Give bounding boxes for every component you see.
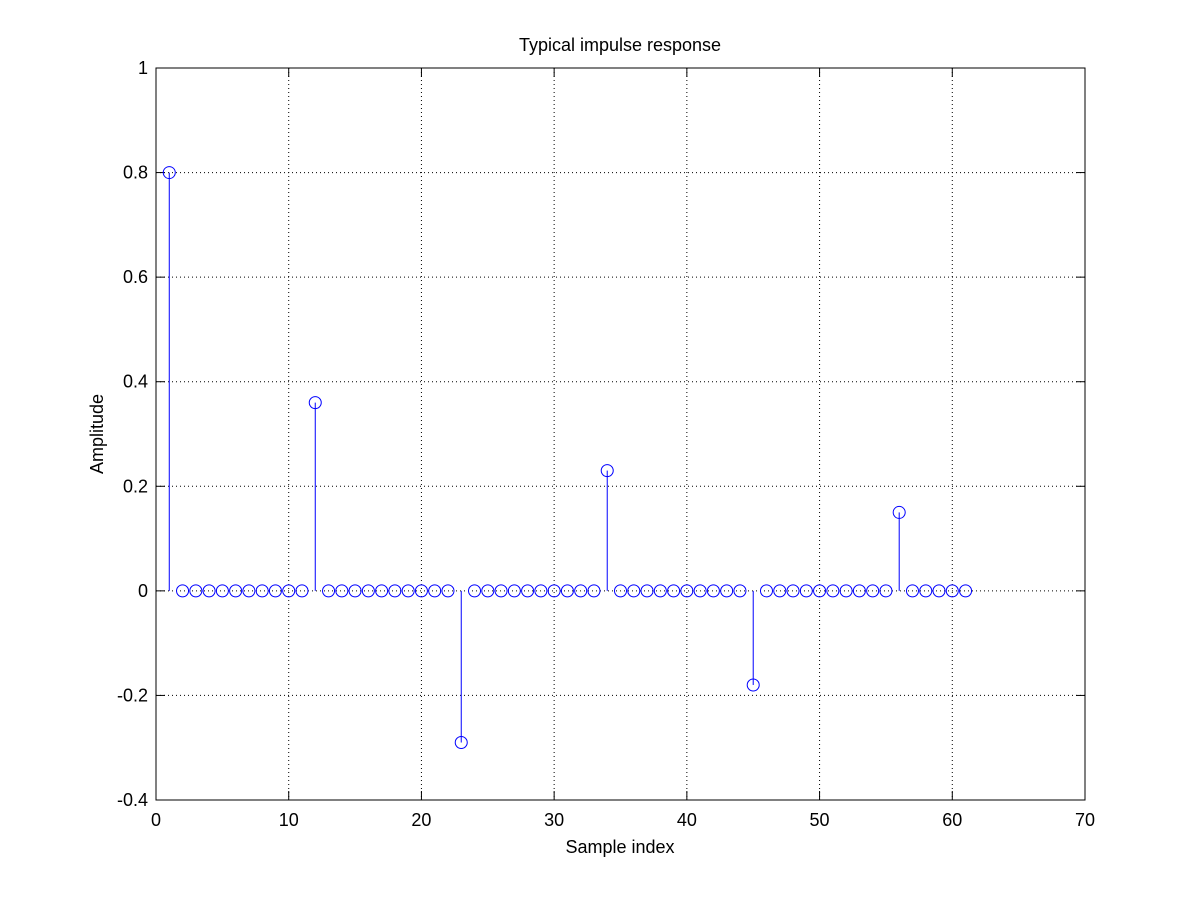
chart-title: Typical impulse response	[519, 35, 721, 55]
stem-marker	[507, 584, 521, 598]
stem-marker	[640, 584, 654, 598]
stem-marker	[560, 584, 574, 598]
x-tick-label: 10	[279, 810, 299, 830]
stem-marker	[786, 584, 800, 598]
stem-marker	[454, 735, 468, 749]
x-tick-label: 20	[411, 810, 431, 830]
y-axis-label: Amplitude	[87, 394, 107, 474]
stem-marker	[799, 584, 813, 598]
stem-marker	[375, 584, 389, 598]
stem-marker	[547, 584, 561, 598]
y-tick-label: 0.4	[123, 372, 148, 392]
stem-marker	[706, 584, 720, 598]
stem-marker	[401, 584, 415, 598]
x-tick-label: 0	[151, 810, 161, 830]
stem-marker	[176, 584, 190, 598]
x-tick-label: 30	[544, 810, 564, 830]
stem-marker	[481, 584, 495, 598]
stem-marker	[759, 584, 773, 598]
y-tick-label: 0	[138, 581, 148, 601]
stem-marker	[773, 584, 787, 598]
stem-marker	[733, 584, 747, 598]
stem-marker	[189, 584, 203, 598]
stem-marker	[905, 584, 919, 598]
stem-marker	[720, 584, 734, 598]
stem-marker	[388, 584, 402, 598]
stem-marker	[255, 584, 269, 598]
stem-marker	[653, 584, 667, 598]
stem-marker	[945, 584, 959, 598]
y-tick-label: -0.4	[117, 790, 148, 810]
stem-marker	[667, 584, 681, 598]
stem-marker	[574, 584, 588, 598]
stem-marker	[919, 584, 933, 598]
y-tick-label: 0.6	[123, 267, 148, 287]
x-tick-label: 70	[1075, 810, 1095, 830]
stem-marker	[308, 396, 322, 410]
stem-marker	[428, 584, 442, 598]
stem-marker	[468, 584, 482, 598]
y-tick-label: 1	[138, 58, 148, 78]
stem-marker	[587, 584, 601, 598]
stem-marker	[215, 584, 229, 598]
x-axis-label: Sample index	[565, 837, 674, 857]
stem-marker	[746, 678, 760, 692]
plot-area	[156, 68, 1085, 800]
stem-marker	[866, 584, 880, 598]
stem-marker	[813, 584, 827, 598]
y-tick-label: 0.8	[123, 163, 148, 183]
y-tick-label: -0.2	[117, 685, 148, 705]
stem-marker	[202, 584, 216, 598]
x-tick-label: 60	[942, 810, 962, 830]
stem-marker	[892, 505, 906, 519]
stem-marker	[826, 584, 840, 598]
stem-marker	[282, 584, 296, 598]
stem-marker	[959, 584, 973, 598]
stem-marker	[494, 584, 508, 598]
stem-marker	[879, 584, 893, 598]
stem-marker	[932, 584, 946, 598]
stem-marker	[322, 584, 336, 598]
stem-marker	[242, 584, 256, 598]
stem-marker	[680, 584, 694, 598]
stem-marker	[614, 584, 627, 598]
stem-marker	[441, 584, 455, 598]
x-tick-label: 40	[677, 810, 697, 830]
stem-marker	[229, 584, 243, 598]
stem-marker	[627, 584, 641, 598]
x-tick-label: 50	[810, 810, 830, 830]
stem-marker	[600, 464, 614, 478]
stem-marker	[534, 584, 548, 598]
stem-marker	[348, 584, 362, 598]
stem-marker	[852, 584, 866, 598]
stem-marker	[839, 584, 853, 598]
axes-box	[155, 67, 1086, 801]
stem-marker	[268, 584, 282, 598]
stem-marker	[693, 584, 707, 598]
stem-marker	[295, 584, 309, 598]
y-tick-label: 0.2	[123, 476, 148, 496]
stem-marker	[162, 166, 176, 180]
stem-marker	[361, 584, 375, 598]
stem-marker	[335, 584, 349, 598]
stem-marker	[521, 584, 535, 598]
stem-marker	[414, 584, 428, 598]
